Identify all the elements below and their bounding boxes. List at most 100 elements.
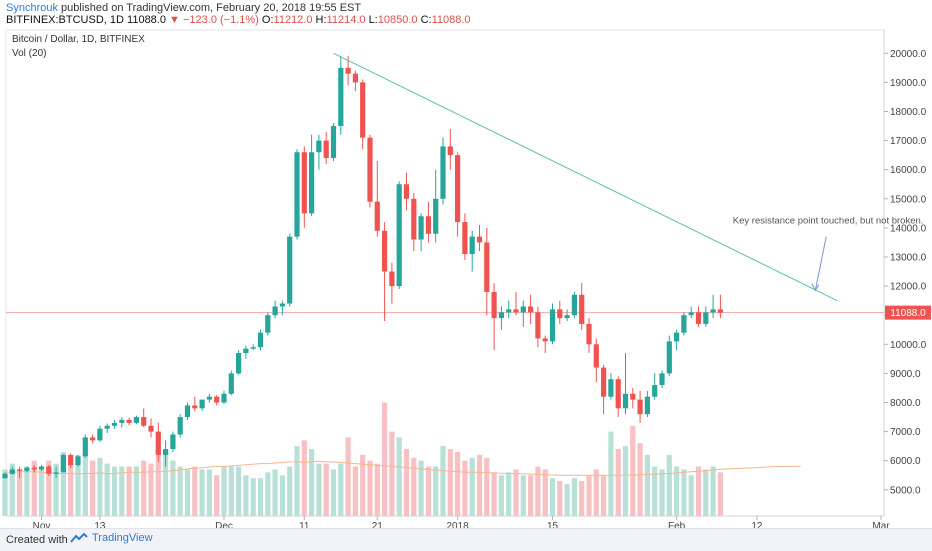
volume-bar	[24, 466, 30, 516]
candle-body	[31, 467, 37, 470]
volume-bar	[498, 475, 504, 516]
volume-bar	[382, 402, 388, 516]
candle-body	[126, 419, 132, 423]
candle-body	[104, 425, 110, 429]
volume-bar	[75, 454, 81, 516]
candle-body	[579, 294, 585, 324]
plot-area	[5, 29, 885, 517]
candle-body	[82, 437, 88, 457]
volume-bar	[681, 469, 687, 516]
x-tick-label: 15	[547, 521, 559, 528]
candle-body	[455, 155, 461, 223]
candle-body	[316, 140, 322, 153]
annotation-text: Key resistance point touched, but not br…	[733, 216, 924, 227]
open-label: O:	[261, 14, 274, 26]
x-tick-label: Mar	[872, 521, 890, 528]
candle-body	[513, 309, 519, 313]
candle-body	[506, 309, 512, 313]
volume-bar	[637, 443, 643, 516]
candle-body	[469, 236, 475, 255]
volume-bar	[301, 440, 307, 516]
last-price-tag-label: 11088.0	[890, 308, 926, 319]
x-tick-label: Dec	[215, 521, 233, 528]
candle-body	[549, 309, 556, 342]
volume-bar	[666, 454, 672, 516]
chart-title: Bitcoin / Dollar, 1D, BITFINEX	[12, 34, 145, 45]
volume-bar	[170, 460, 176, 516]
volume-bar	[579, 481, 585, 516]
volume-bar	[221, 466, 227, 516]
volume-bar	[163, 451, 169, 516]
candle-body	[666, 341, 672, 374]
volume-bar	[484, 457, 490, 516]
candle-body	[681, 315, 687, 333]
y-tick-label: 7000.0	[890, 427, 921, 438]
x-tick-label: Feb	[668, 521, 686, 528]
candle-body	[535, 312, 541, 339]
y-tick-label: 5000.0	[890, 485, 921, 496]
volume-bar	[469, 457, 475, 516]
volume-bar	[403, 449, 410, 516]
candle-body	[199, 399, 205, 409]
annotation-arrow	[814, 236, 827, 291]
change-value: −123.0 (−1.1%)	[183, 14, 259, 26]
volume-bar	[17, 469, 23, 516]
volume-bar	[38, 466, 45, 516]
candle-body	[688, 312, 694, 316]
candle-body	[75, 456, 81, 466]
candle-body	[53, 472, 59, 474]
volume-bar	[418, 460, 424, 516]
candle-body	[520, 306, 526, 313]
author-link[interactable]: Synchrouk	[6, 2, 58, 14]
x-tick-label: 13	[94, 521, 106, 528]
candle-body	[119, 419, 125, 423]
volume-bar	[608, 431, 614, 516]
candle-body	[601, 367, 607, 397]
price-chart[interactable]: 5000.0 6000.0 7000.0 8000.0 9000.0 10000.0 110…	[0, 26, 932, 528]
candle-body	[279, 303, 285, 307]
candle-body	[338, 67, 344, 127]
volume-bar	[104, 463, 110, 516]
candle-body	[615, 379, 621, 409]
candle-body	[323, 140, 329, 159]
candle-body	[236, 353, 242, 374]
volume-bar	[549, 478, 556, 516]
candle-body	[382, 230, 388, 272]
volume-bar	[133, 466, 139, 516]
volume-bar	[710, 466, 716, 516]
candle-body	[17, 469, 23, 471]
volume-bar	[177, 466, 183, 516]
candle-body	[425, 216, 431, 234]
y-tick-label: 18000.0	[890, 107, 927, 118]
high-value: 11214.0	[326, 14, 366, 26]
volume-bar	[345, 437, 351, 516]
low-value: 10850.0	[377, 14, 418, 26]
volume-bar	[622, 446, 629, 516]
volume-bar	[535, 466, 541, 516]
candle-body	[46, 466, 52, 474]
volume-bar	[389, 431, 395, 516]
volume-bar	[155, 449, 161, 516]
volume-bar	[644, 454, 650, 516]
x-tick-label: Nov	[33, 521, 51, 528]
x-tick-label: 21	[372, 521, 384, 528]
candle-body	[703, 312, 709, 324]
candle-body	[403, 184, 410, 199]
volume-bar	[323, 463, 329, 516]
candle-body	[330, 126, 337, 159]
candle-body	[97, 428, 103, 441]
volume-bar	[272, 469, 278, 516]
volume-bar	[192, 466, 198, 516]
y-tick-label: 6000.0	[890, 456, 921, 467]
candle-body	[163, 449, 169, 455]
y-tick-label: 17000.0	[890, 136, 927, 147]
volume-bar	[630, 425, 636, 516]
volume-bar	[411, 457, 417, 516]
candle-body	[301, 152, 307, 214]
annotation-arrow-head	[811, 283, 820, 292]
volume-bar	[440, 446, 446, 516]
y-tick-label: 20000.0	[890, 49, 927, 60]
candle-body	[484, 242, 490, 292]
tradingview-brand[interactable]: TradingView	[70, 532, 153, 544]
volume-bar	[294, 446, 300, 516]
